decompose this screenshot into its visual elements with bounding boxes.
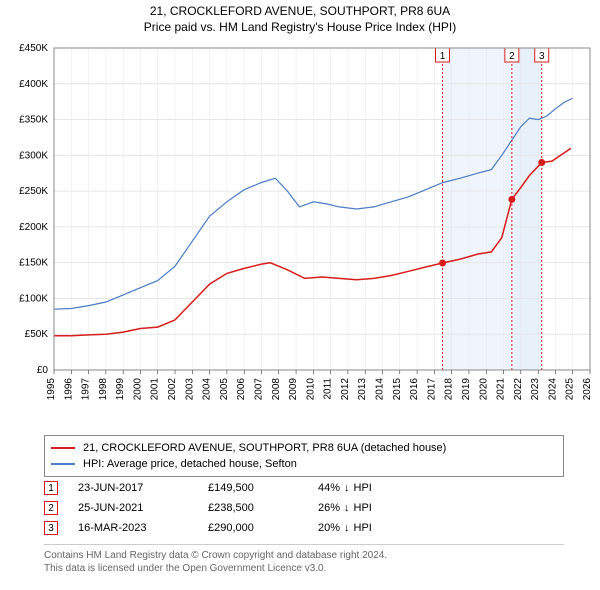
chart-svg: £0 £50K £100K £150K £200K £250K £300K £350K £400… xyxy=(0,40,600,430)
svg-text:2011: 2011 xyxy=(323,378,334,400)
marker-date: 23-JUN-2017 xyxy=(78,482,188,494)
legend-label: HPI: Average price, detached house, Seft… xyxy=(83,458,297,470)
marker-price: £149,500 xyxy=(208,482,298,494)
svg-text:1998: 1998 xyxy=(98,378,109,401)
legend-row: 21, CROCKLEFORD AVENUE, SOUTHPORT, PR8 6… xyxy=(51,440,557,456)
svg-text:2: 2 xyxy=(509,51,515,62)
svg-text:2022: 2022 xyxy=(513,378,524,401)
arrow-down-icon: ↓ xyxy=(344,502,350,514)
marker-date: 16-MAR-2023 xyxy=(78,522,188,534)
svg-text:£450K: £450K xyxy=(19,43,48,54)
svg-text:2006: 2006 xyxy=(236,378,247,401)
svg-text:2018: 2018 xyxy=(444,378,455,401)
sale-markers-table: 1 23-JUN-2017 £149,500 44% ↓ HPI 2 25-JUN-2021 £… xyxy=(44,478,564,538)
legend: 21, CROCKLEFORD AVENUE, SOUTHPORT, PR8 6… xyxy=(44,435,564,477)
marker-delta-pct: 20% xyxy=(318,522,340,534)
title-block: 21, CROCKLEFORD AVENUE, SOUTHPORT, PR8 6… xyxy=(0,0,600,34)
svg-text:£50K: £50K xyxy=(25,329,49,340)
marker-row: 3 16-MAR-2023 £290,000 20% ↓ HPI xyxy=(44,518,564,538)
svg-text:1997: 1997 xyxy=(81,378,92,401)
marker-delta-label: HPI xyxy=(354,522,372,534)
svg-text:2023: 2023 xyxy=(530,378,541,401)
svg-text:£350K: £350K xyxy=(19,115,48,126)
arrow-down-icon: ↓ xyxy=(344,522,350,534)
marker-delta: 26% ↓ HPI xyxy=(318,502,438,514)
chart-title-address: 21, CROCKLEFORD AVENUE, SOUTHPORT, PR8 6… xyxy=(0,4,600,18)
marker-delta-pct: 26% xyxy=(318,502,340,514)
svg-text:2020: 2020 xyxy=(478,378,489,401)
svg-text:3: 3 xyxy=(539,51,545,62)
marker-number-box: 1 xyxy=(44,481,58,495)
marker-delta: 44% ↓ HPI xyxy=(318,482,438,494)
marker-price: £238,500 xyxy=(208,502,298,514)
marker-delta-pct: 44% xyxy=(318,482,340,494)
svg-text:£0: £0 xyxy=(37,365,49,376)
svg-text:2003: 2003 xyxy=(184,378,195,401)
svg-text:£300K: £300K xyxy=(19,150,48,161)
footer-line-2: This data is licensed under the Open Gov… xyxy=(44,562,564,575)
svg-text:2024: 2024 xyxy=(547,378,558,401)
chart-subtitle: Price paid vs. HM Land Registry's House … xyxy=(0,20,600,34)
svg-text:2026: 2026 xyxy=(582,378,593,401)
svg-text:2001: 2001 xyxy=(150,378,161,401)
svg-text:£250K: £250K xyxy=(19,186,48,197)
svg-text:2012: 2012 xyxy=(340,378,351,401)
svg-text:£150K: £150K xyxy=(19,258,48,269)
chart-area: £0 £50K £100K £150K £200K £250K £300K £350K £400… xyxy=(0,40,600,430)
svg-text:2002: 2002 xyxy=(167,378,178,401)
svg-text:2019: 2019 xyxy=(461,378,472,401)
marker-date: 25-JUN-2021 xyxy=(78,502,188,514)
svg-text:2013: 2013 xyxy=(357,378,368,401)
footer-line-1: Contains HM Land Registry data © Crown c… xyxy=(44,549,564,562)
marker-row: 2 25-JUN-2021 £238,500 26% ↓ HPI xyxy=(44,498,564,518)
legend-label: 21, CROCKLEFORD AVENUE, SOUTHPORT, PR8 6… xyxy=(83,442,446,454)
marker-number-box: 3 xyxy=(44,521,58,535)
svg-text:1999: 1999 xyxy=(115,378,126,401)
svg-text:£400K: £400K xyxy=(19,79,48,90)
svg-text:£100K: £100K xyxy=(19,293,48,304)
svg-text:1995: 1995 xyxy=(46,378,57,401)
svg-text:2014: 2014 xyxy=(375,378,386,401)
svg-text:2015: 2015 xyxy=(392,378,403,401)
legend-row: HPI: Average price, detached house, Seft… xyxy=(51,456,557,472)
arrow-down-icon: ↓ xyxy=(344,482,350,494)
svg-text:2005: 2005 xyxy=(219,378,230,401)
marker-row: 1 23-JUN-2017 £149,500 44% ↓ HPI xyxy=(44,478,564,498)
legend-swatch xyxy=(51,463,75,465)
svg-text:2025: 2025 xyxy=(565,378,576,401)
svg-text:£200K: £200K xyxy=(19,222,48,233)
marker-number-box: 2 xyxy=(44,501,58,515)
marker-delta: 20% ↓ HPI xyxy=(318,522,438,534)
svg-text:2021: 2021 xyxy=(496,378,507,401)
svg-text:2008: 2008 xyxy=(271,378,282,401)
marker-price: £290,000 xyxy=(208,522,298,534)
legend-swatch xyxy=(51,447,75,449)
marker-delta-label: HPI xyxy=(354,502,372,514)
svg-text:2000: 2000 xyxy=(132,378,143,401)
footer-attribution: Contains HM Land Registry data © Crown c… xyxy=(44,544,564,575)
svg-text:2017: 2017 xyxy=(426,378,437,401)
svg-text:2010: 2010 xyxy=(305,378,316,401)
svg-text:1996: 1996 xyxy=(63,378,74,401)
svg-text:2016: 2016 xyxy=(409,378,420,401)
svg-text:2009: 2009 xyxy=(288,378,299,401)
marker-delta-label: HPI xyxy=(354,482,372,494)
svg-text:2004: 2004 xyxy=(202,378,213,401)
svg-text:2007: 2007 xyxy=(253,378,264,401)
svg-text:1: 1 xyxy=(440,51,446,62)
